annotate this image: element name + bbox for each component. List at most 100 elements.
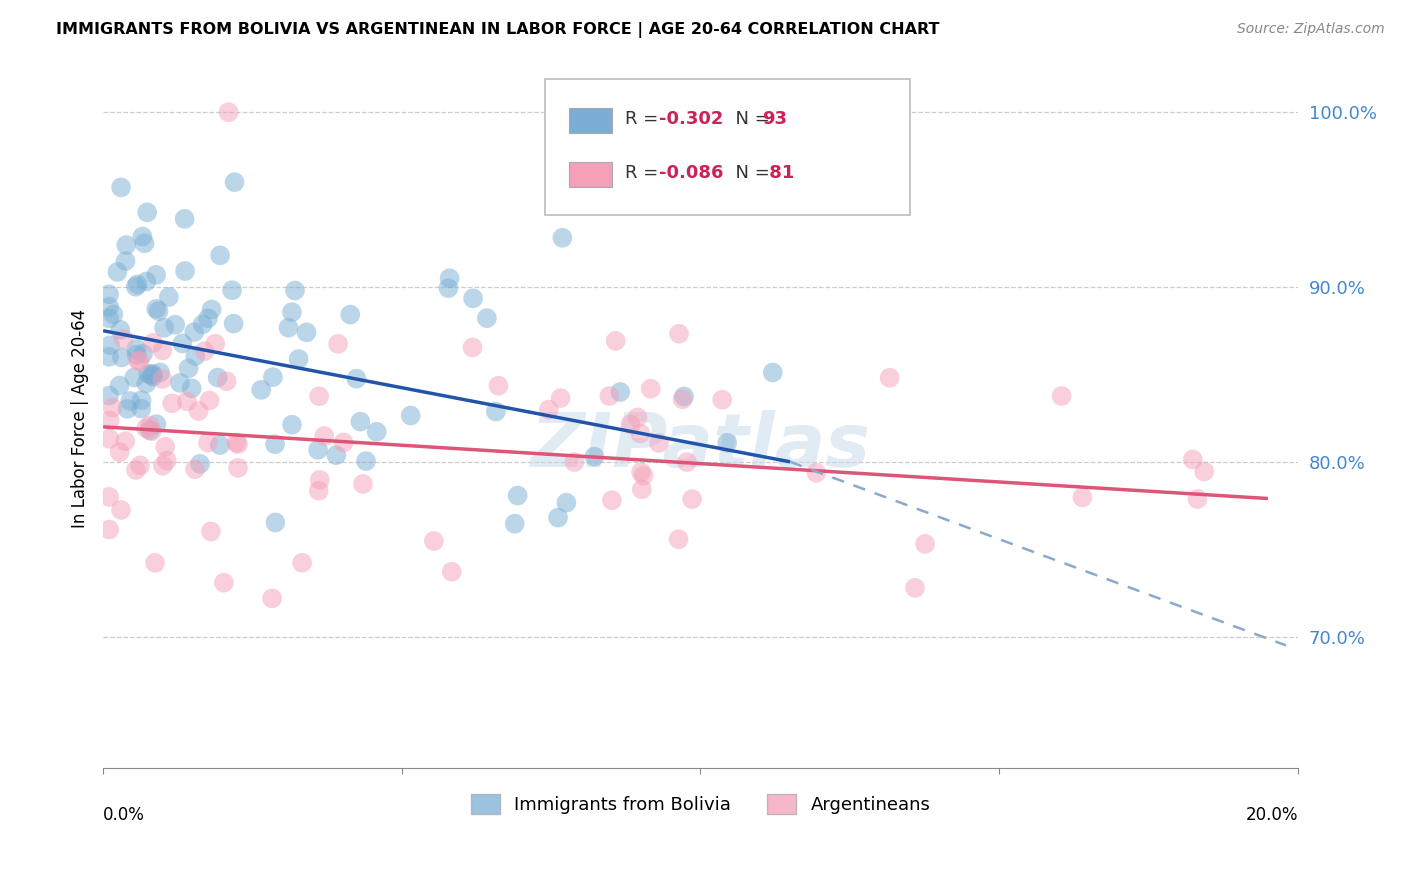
Point: [180, 381, 202, 395]
Point: [262, 591, 284, 606]
Point: [184, 462, 207, 476]
Point: [619, 417, 641, 432]
Text: -0.086: -0.086: [658, 164, 723, 182]
Text: N =: N =: [724, 110, 776, 128]
Point: [503, 516, 526, 531]
Point: [127, 354, 149, 368]
Point: [125, 279, 148, 293]
Point: [207, 370, 229, 384]
Point: [172, 336, 194, 351]
Point: [600, 493, 623, 508]
Point: [188, 457, 211, 471]
Point: [134, 236, 156, 251]
Point: [1050, 389, 1073, 403]
Point: [226, 461, 249, 475]
Point: [174, 264, 197, 278]
Point: [125, 463, 148, 477]
Point: [295, 326, 318, 340]
Point: [173, 211, 195, 226]
Point: [668, 326, 690, 341]
Point: [218, 105, 240, 120]
Point: [1071, 491, 1094, 505]
Point: [308, 473, 330, 487]
Point: [672, 389, 695, 403]
Point: [221, 283, 243, 297]
Point: [598, 389, 620, 403]
Point: [550, 391, 572, 405]
Point: [551, 231, 574, 245]
Point: [1181, 452, 1204, 467]
Point: [201, 302, 224, 317]
Point: [281, 417, 304, 432]
Point: [475, 311, 498, 326]
Point: [308, 483, 330, 498]
Point: [141, 424, 163, 438]
Point: [506, 489, 529, 503]
Text: R =: R =: [626, 164, 664, 182]
Point: [204, 336, 226, 351]
Point: [281, 305, 304, 319]
Point: [676, 455, 699, 469]
Point: [98, 523, 121, 537]
Point: [152, 343, 174, 358]
Point: [307, 442, 329, 457]
Point: [224, 175, 246, 189]
Point: [98, 432, 121, 446]
Point: [108, 445, 131, 459]
Point: [142, 335, 165, 350]
Point: [264, 437, 287, 451]
Point: [112, 332, 135, 346]
Text: 20.0%: 20.0%: [1246, 806, 1298, 824]
Point: [537, 402, 560, 417]
Text: -0.302: -0.302: [658, 110, 723, 128]
Text: 81: 81: [762, 164, 794, 182]
FancyBboxPatch shape: [546, 79, 910, 215]
Point: [135, 275, 157, 289]
Point: [153, 320, 176, 334]
Point: [120, 394, 142, 409]
Point: [110, 323, 132, 337]
Point: [115, 238, 138, 252]
Point: [332, 435, 354, 450]
Point: [226, 437, 249, 451]
Point: [98, 490, 121, 504]
Point: [98, 300, 121, 314]
Point: [148, 304, 170, 318]
Bar: [569, 108, 612, 133]
Point: [277, 320, 299, 334]
Point: [135, 376, 157, 391]
Point: [165, 318, 187, 332]
Point: [212, 575, 235, 590]
Point: [145, 417, 167, 431]
Point: [139, 418, 162, 433]
Point: [193, 344, 215, 359]
Point: [439, 271, 461, 285]
Point: [98, 311, 121, 326]
Point: [197, 311, 219, 326]
Point: [98, 388, 121, 402]
Point: [114, 434, 136, 449]
Point: [564, 455, 586, 469]
Text: R =: R =: [626, 110, 664, 128]
Point: [142, 367, 165, 381]
Point: [101, 401, 124, 415]
Point: [1187, 491, 1209, 506]
Text: 0.0%: 0.0%: [103, 806, 145, 824]
Point: [160, 396, 183, 410]
Point: [143, 556, 166, 570]
Point: [671, 392, 693, 407]
Point: [200, 524, 222, 539]
Point: [291, 556, 314, 570]
Point: [437, 281, 460, 295]
Point: [110, 180, 132, 194]
Point: [135, 421, 157, 435]
Point: [352, 477, 374, 491]
Point: [149, 365, 172, 379]
Point: [461, 291, 484, 305]
Point: [681, 492, 703, 507]
Point: [145, 301, 167, 316]
Bar: [569, 162, 612, 187]
Point: [716, 435, 738, 450]
Point: [547, 510, 569, 524]
Point: [287, 351, 309, 366]
